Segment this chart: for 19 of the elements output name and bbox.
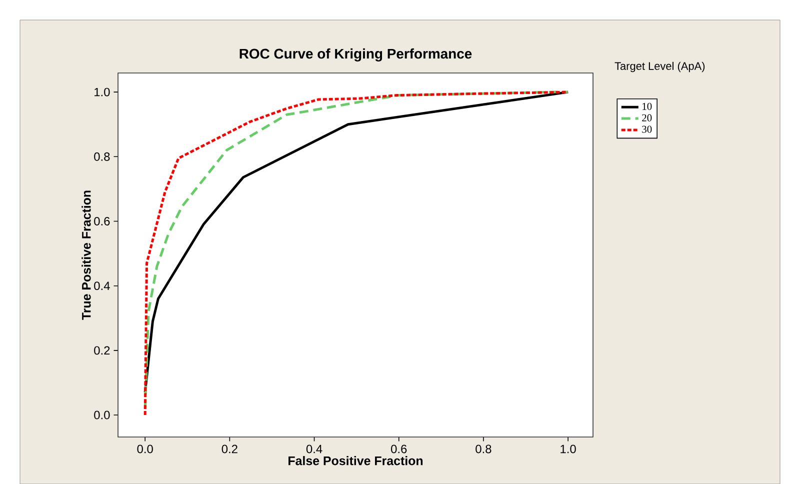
x-tick-label: 1.0 (560, 444, 576, 454)
y-tick-label: 0.4 (94, 282, 110, 290)
x-tick-label: 0.0 (137, 444, 153, 454)
legend-label: 20 (642, 114, 652, 122)
x-axis-title: False Positive Fraction (288, 456, 423, 466)
y-axis-title: True Positive Fraction (82, 190, 91, 320)
legend-label: 10 (642, 102, 652, 110)
y-tick-label: 0.8 (94, 152, 110, 161)
y-tick-label: 0.0 (94, 410, 110, 420)
x-tick-label: 0.6 (391, 444, 407, 454)
x-tick-label: 0.4 (306, 444, 322, 454)
legend-title: Target Level (ApA) (614, 62, 705, 72)
x-tick-label: 0.2 (222, 444, 238, 454)
chart-title: ROC Curve of Kriging Performance (240, 48, 472, 62)
y-tick-label: 1.0 (94, 88, 110, 96)
y-tick-label: 0.2 (94, 346, 110, 355)
y-tick-label: 0.6 (94, 216, 110, 226)
legend-label: 30 (642, 126, 652, 133)
x-tick-label: 0.8 (476, 444, 492, 454)
